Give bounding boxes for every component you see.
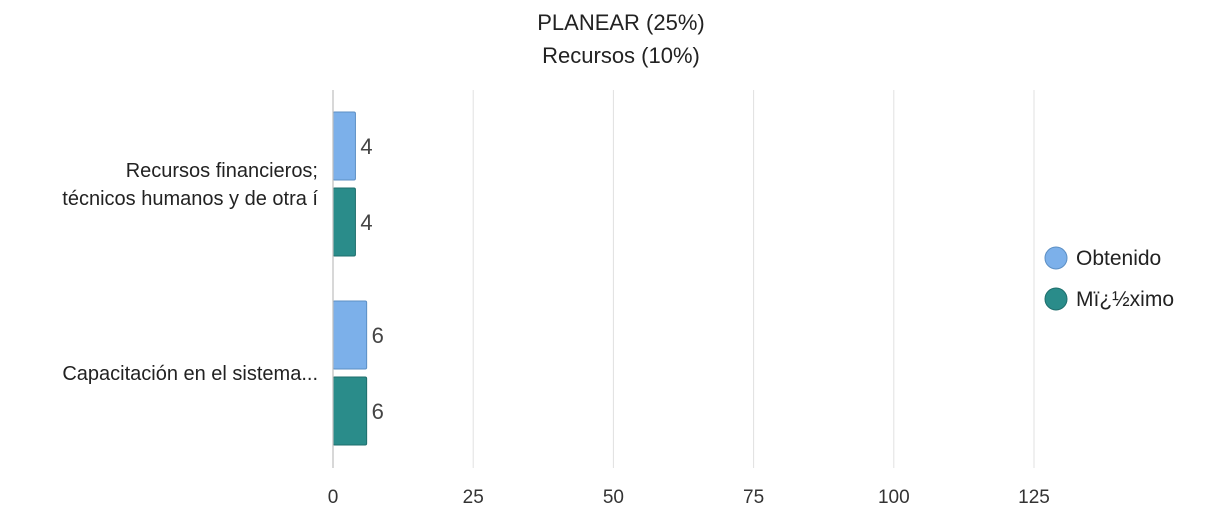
category-label: Recursos financieros; [126,160,318,182]
legend-item[interactable]: Obtenido [1044,246,1161,270]
x-tick-label: 75 [743,487,764,508]
legend-marker [1044,246,1068,270]
x-tick-label: 0 [328,487,339,508]
chart-title-line: PLANEAR (25%) [537,10,705,35]
bar [332,187,356,257]
x-tick-label: 100 [878,487,910,508]
category-label: técnicos humanos y de otra í [62,188,318,210]
category-labels: Recursos financieros; técnicos humanos y … [62,160,318,385]
data-label: 4 [360,210,372,235]
legend-label: Mï¿½ximo [1076,288,1174,311]
x-tick-label: 50 [603,487,624,508]
bars [332,111,368,446]
data-label: 4 [360,134,372,159]
bar [332,300,368,370]
category-label: Capacitación en el sistema... [62,363,318,385]
data-labels: 4 4 6 6 [360,134,383,424]
x-tick-label: 25 [463,487,484,508]
data-label: 6 [372,323,384,348]
chart-title: PLANEAR (25%) Recursos (10%) [537,10,705,68]
legend[interactable]: Obtenido Mï¿½ximo [1044,246,1174,311]
legend-marker [1044,287,1068,311]
chart-title-line: Recursos (10%) [542,43,700,68]
bar [332,376,368,446]
data-label: 6 [372,399,384,424]
x-axis-ticks: 0 25 50 75 100 125 [328,487,1050,508]
x-tick-label: 125 [1018,487,1050,508]
legend-item[interactable]: Mï¿½ximo [1044,287,1174,311]
bar [332,111,356,181]
legend-label: Obtenido [1076,247,1161,270]
gridlines [472,90,1035,468]
